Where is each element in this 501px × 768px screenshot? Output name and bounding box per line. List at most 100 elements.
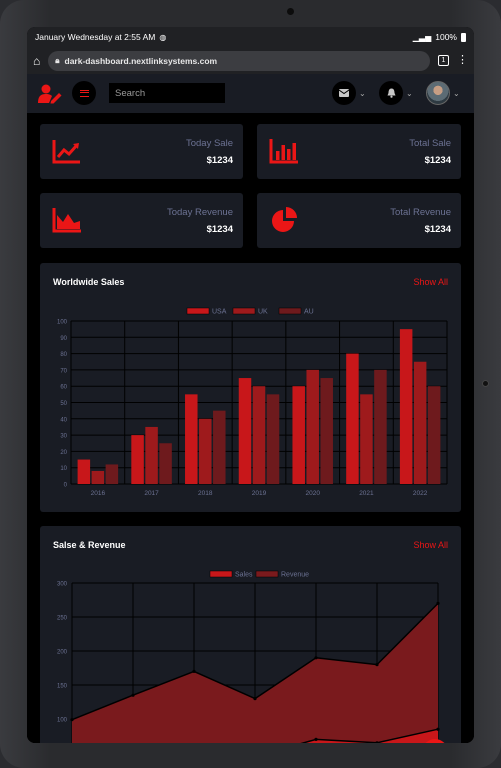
chevron-down-icon[interactable]: ⌄	[453, 89, 460, 98]
side-sensor	[482, 380, 489, 387]
panel-title: Worldwide Sales	[53, 277, 125, 287]
y-tick-label: 100	[57, 320, 68, 326]
y-tick-label: 80	[60, 352, 67, 358]
y-tick-label: 0	[64, 483, 68, 489]
legend-swatch	[232, 307, 256, 315]
screen: January Wednesday at 2:55 AM ◍ ▁▃▅ 100% …	[27, 27, 474, 743]
bar	[252, 386, 266, 484]
y-tick-label: 50	[60, 401, 67, 407]
notifications-button[interactable]	[379, 81, 403, 105]
bar	[320, 378, 333, 484]
data-point	[375, 741, 379, 743]
more-vert-icon[interactable]: ⋮	[457, 54, 468, 66]
x-tick-label: 2020	[305, 490, 320, 497]
y-tick-label: 60	[60, 385, 67, 391]
lock-icon: 🔒︎	[55, 55, 60, 65]
area-chart-icon	[52, 208, 81, 233]
worldwide-sales-panel: Worldwide Sales Show All 0 10 20 30 40 50 60 70…	[40, 263, 461, 512]
stat-label: Today Sale	[185, 138, 233, 149]
dashboard-page: ⌄ ⌄ ⌄	[27, 74, 474, 743]
bar	[427, 386, 441, 484]
bar	[374, 369, 387, 484]
bar	[306, 369, 319, 484]
user-edit-icon[interactable]	[38, 84, 62, 104]
stat-value: $1234	[424, 155, 451, 166]
chevron-down-icon[interactable]: ⌄	[406, 89, 413, 98]
data-point	[314, 737, 318, 741]
bar	[413, 361, 427, 484]
bar	[159, 443, 172, 484]
data-point	[314, 656, 318, 660]
legend-swatch	[255, 570, 279, 578]
url-field[interactable]: 🔒︎ dark-dashboard.nextlinksystems.com	[48, 50, 430, 71]
x-tick-label: 2018	[198, 490, 213, 497]
y-tick-label: 90	[60, 336, 67, 342]
worldwide-sales-chart: 0 10 20 30 40 50 60 70 80 90 100 2016 2017 2018 2019 20…	[57, 307, 448, 497]
y-tick-label: 200	[57, 650, 68, 656]
show-all-link[interactable]: Show All	[413, 277, 448, 287]
data-point	[70, 718, 74, 722]
panel-title: Salse & Revenue	[53, 540, 126, 550]
bar	[199, 418, 212, 484]
y-tick-label: 250	[57, 616, 68, 622]
y-tick-label: 10	[60, 466, 67, 472]
tab-switcher-button[interactable]: 1	[438, 55, 449, 66]
x-tick-label: 2021	[359, 490, 374, 497]
bar	[213, 410, 226, 484]
bar-chart-icon	[269, 139, 298, 164]
y-tick-label: 300	[57, 582, 68, 588]
stat-value: $1234	[206, 224, 233, 235]
data-point	[253, 697, 257, 701]
main-content: Today Sale $1234 Total Sale $1234	[27, 113, 474, 743]
home-icon[interactable]: ⌂	[33, 53, 41, 68]
stat-card-today-sale: Today Sale $1234	[40, 124, 243, 179]
stat-card-today-revenue: Today Revenue $1234	[40, 193, 243, 248]
y-tick-label: 100	[57, 718, 68, 724]
bar	[399, 329, 413, 484]
chevron-down-icon[interactable]: ⌄	[359, 89, 366, 98]
bar	[105, 464, 119, 484]
x-tick-label: 2022	[413, 490, 428, 497]
bell-icon	[387, 88, 395, 98]
battery-icon	[461, 32, 466, 42]
search-input[interactable]	[109, 83, 225, 103]
legend-label: UK	[258, 309, 268, 316]
status-bar: January Wednesday at 2:55 AM ◍ ▁▃▅ 100%	[27, 27, 474, 47]
signal-icon: ▁▃▅	[412, 32, 432, 42]
y-tick-label: 150	[57, 684, 68, 690]
legend-label: Revenue	[281, 572, 309, 579]
bar	[360, 394, 373, 484]
browser-address-bar: ⌂ 🔒︎ dark-dashboard.nextlinksystems.com …	[27, 47, 474, 74]
area-fill	[303, 729, 438, 743]
stat-label: Total Revenue	[390, 207, 451, 218]
bar	[145, 426, 158, 484]
show-all-link[interactable]: Show All	[413, 540, 448, 550]
legend-swatch	[186, 307, 210, 315]
back-to-top-button[interactable]: ↑	[422, 739, 448, 743]
line-chart-icon	[52, 140, 80, 164]
menu-toggle-button[interactable]	[72, 81, 96, 105]
front-camera	[287, 8, 294, 15]
data-point	[436, 727, 440, 731]
messages-button[interactable]	[332, 81, 356, 105]
envelope-icon	[339, 89, 349, 97]
bar	[346, 353, 359, 484]
top-navbar: ⌄ ⌄ ⌄	[27, 74, 474, 113]
legend-label: Sales	[235, 572, 253, 579]
stat-card-total-revenue: Total Revenue $1234	[257, 193, 461, 248]
url-text: dark-dashboard.nextlinksystems.com	[64, 55, 218, 66]
bar	[131, 435, 144, 484]
y-tick-label: 30	[60, 434, 67, 440]
data-point	[375, 663, 379, 667]
avatar[interactable]	[426, 81, 450, 105]
battery-percent: 100%	[435, 32, 457, 42]
legend-swatch	[278, 307, 302, 315]
sales-revenue-panel: Salse & Revenue Show All 50 100 150 200 250 3…	[40, 526, 461, 743]
data-point	[436, 601, 440, 605]
area-fill	[72, 603, 438, 743]
y-tick-label: 70	[60, 368, 67, 374]
legend-swatch	[209, 570, 233, 578]
x-tick-label: 2019	[252, 490, 267, 497]
stat-label: Total Sale	[409, 138, 451, 149]
